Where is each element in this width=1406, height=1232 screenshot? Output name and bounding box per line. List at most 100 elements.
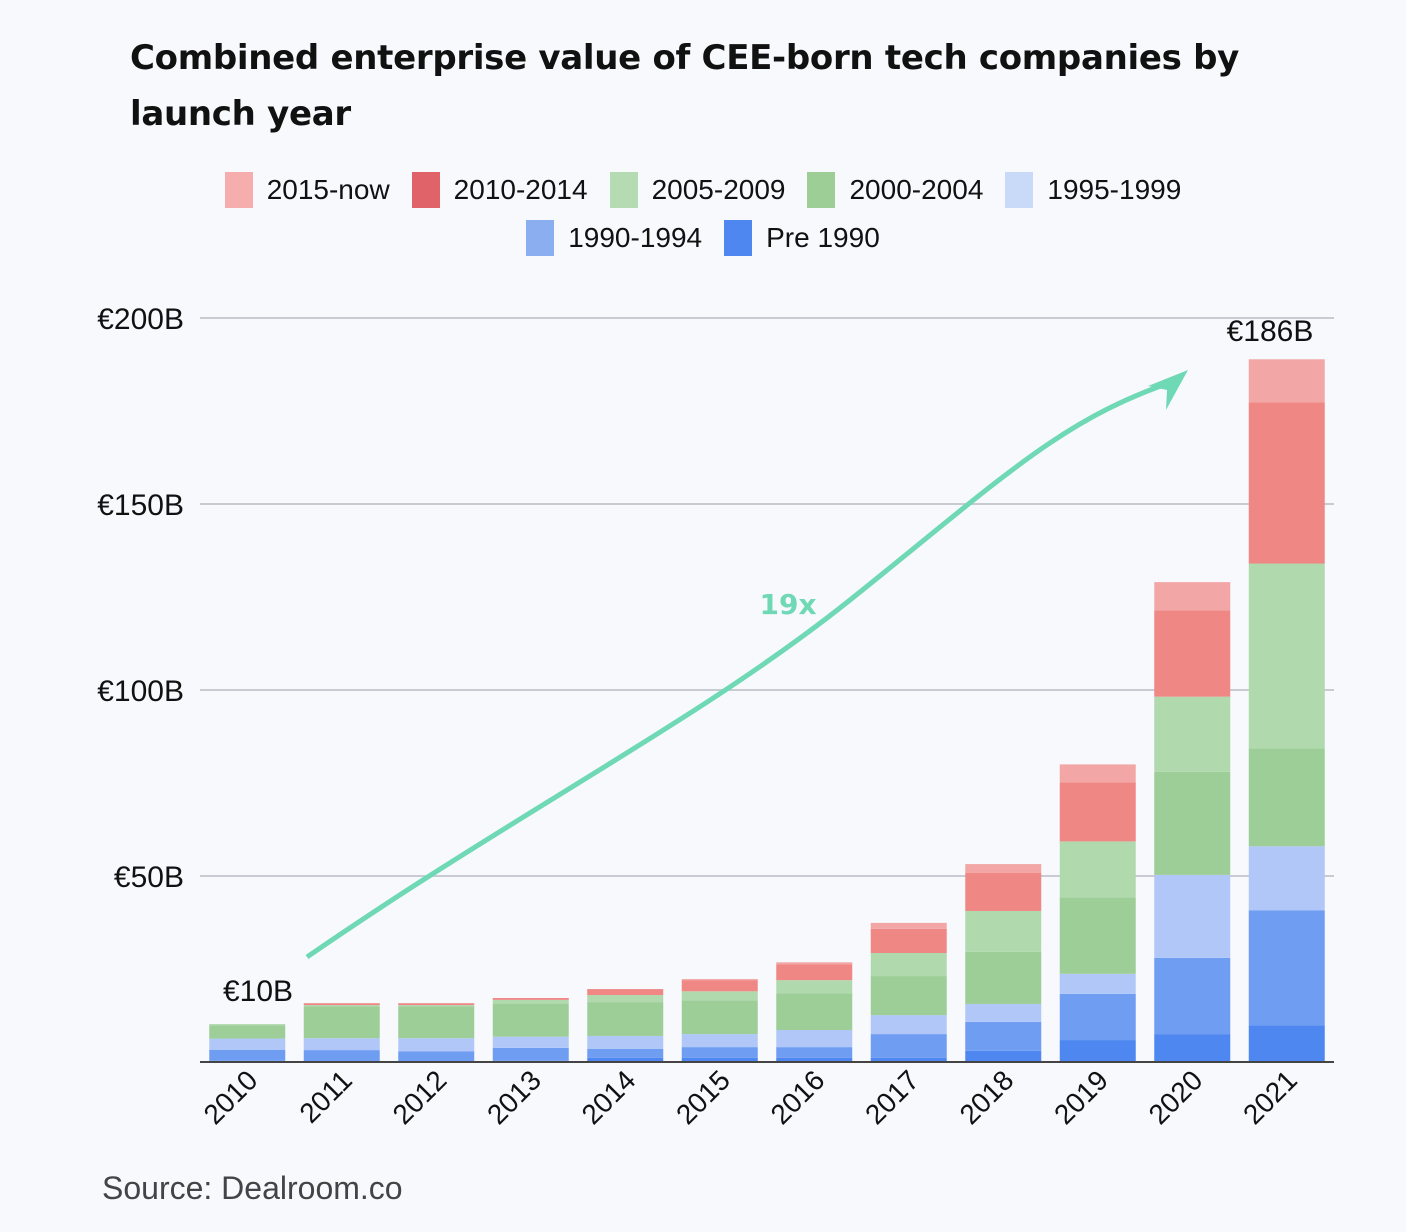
bar-segment[interactable] [965, 864, 1042, 874]
bar-segment[interactable] [681, 1000, 758, 1035]
bar-segment[interactable] [870, 928, 947, 954]
bar-segment[interactable] [587, 995, 664, 1003]
bar-segment[interactable] [870, 1034, 947, 1058]
bar-segment[interactable] [1059, 782, 1136, 842]
bar-segment[interactable] [492, 1047, 569, 1061]
bar-segment[interactable] [587, 1048, 664, 1058]
bar-stack-2016[interactable] [776, 962, 853, 1062]
bar-segment[interactable] [1248, 402, 1325, 564]
bar-segment[interactable] [870, 953, 947, 977]
bar-segment[interactable] [1248, 910, 1325, 1026]
bar-segment[interactable] [209, 1024, 286, 1026]
bar-stack-2013[interactable] [492, 998, 569, 1062]
bar-segment[interactable] [398, 1006, 475, 1039]
bar-stack-2011[interactable] [303, 1003, 380, 1062]
bar-segment[interactable] [1059, 973, 1136, 994]
bar-segment[interactable] [965, 1021, 1042, 1051]
bar-segment[interactable] [398, 1003, 475, 1006]
legend-item[interactable]: 2005-2009 [609, 172, 785, 208]
bar-segment[interactable] [1154, 771, 1231, 875]
legend-swatch [724, 220, 753, 256]
bar-segment[interactable] [1059, 1040, 1136, 1062]
bar-segment[interactable] [1154, 610, 1231, 697]
bar-segment[interactable] [1248, 563, 1325, 749]
bar-segment[interactable] [870, 922, 947, 929]
bar-segment[interactable] [1059, 993, 1136, 1041]
bar-segment[interactable] [681, 1047, 758, 1058]
legend-label: 2015-now [266, 174, 390, 205]
bar-segment[interactable] [492, 998, 569, 1000]
bar-segment[interactable] [965, 873, 1042, 911]
bar-segment[interactable] [1154, 696, 1231, 772]
legend-item[interactable]: 2000-2004 [807, 172, 983, 208]
bar-segment[interactable] [776, 964, 853, 981]
bar-segment[interactable] [776, 1047, 853, 1058]
bar-segment[interactable] [870, 976, 947, 1016]
y-axis-ticks: €50B €100B €150B €200B [97, 303, 184, 894]
bar-segment[interactable] [303, 1038, 380, 1051]
bar-segment[interactable] [1059, 897, 1136, 974]
bars [209, 359, 1325, 1062]
bar-segment[interactable] [965, 951, 1042, 1004]
bar-segment[interactable] [303, 1005, 380, 1007]
bar-stack-2018[interactable] [965, 864, 1042, 1062]
bar-stack-2010[interactable] [209, 1024, 286, 1062]
bar-segment[interactable] [1154, 1034, 1231, 1062]
bar-segment[interactable] [870, 1057, 947, 1062]
legend-item[interactable]: 1990-1994 [526, 220, 702, 256]
legend-item[interactable]: Pre 1990 [724, 220, 880, 256]
bar-segment[interactable] [681, 1034, 758, 1048]
legend-item[interactable]: 2015-now [224, 172, 390, 208]
bar-segment[interactable] [1248, 359, 1325, 403]
bar-segment[interactable] [776, 962, 853, 965]
bar-segment[interactable] [776, 980, 853, 994]
bar-segment[interactable] [1154, 874, 1231, 958]
bar-segment[interactable] [965, 1003, 1042, 1022]
bar-segment[interactable] [303, 1006, 380, 1039]
growth-multiplier-label: 19x [759, 588, 816, 621]
bar-segment[interactable] [1248, 846, 1325, 911]
bar-stack-2012[interactable] [398, 1003, 475, 1062]
bar-segment[interactable] [398, 1005, 475, 1007]
bar-segment[interactable] [1154, 957, 1231, 1035]
bar-segment[interactable] [587, 989, 664, 996]
bar-segment[interactable] [492, 1036, 569, 1048]
bar-segment[interactable] [1248, 1025, 1325, 1062]
bar-segment[interactable] [209, 1049, 286, 1061]
bar-segment[interactable] [776, 1057, 853, 1062]
bar-segment[interactable] [303, 1003, 380, 1006]
x-tick-label: 2014 [576, 1064, 642, 1130]
bar-stack-2017[interactable] [870, 922, 947, 1062]
bar-stack-2020[interactable] [1154, 582, 1231, 1062]
bar-segment[interactable] [1059, 764, 1136, 783]
legend-item[interactable]: 1995-1999 [1005, 172, 1181, 208]
bar-segment[interactable] [303, 1050, 380, 1062]
bar-stack-2019[interactable] [1059, 764, 1136, 1062]
y-tick-label: €50B [114, 861, 184, 894]
bar-segment[interactable] [870, 1015, 947, 1035]
bar-segment[interactable] [776, 993, 853, 1031]
bar-segment[interactable] [587, 1002, 664, 1036]
bar-segment[interactable] [965, 1050, 1042, 1062]
bar-segment[interactable] [398, 1038, 475, 1052]
bar-segment[interactable] [209, 1025, 286, 1039]
bar-segment[interactable] [1154, 582, 1231, 611]
bar-segment[interactable] [776, 1030, 853, 1048]
bar-segment[interactable] [965, 910, 1042, 952]
bar-segment[interactable] [681, 980, 758, 992]
bar-segment[interactable] [209, 1038, 286, 1050]
bar-segment[interactable] [1248, 748, 1325, 847]
bar-stack-2014[interactable] [587, 989, 664, 1062]
bar-segment[interactable] [681, 991, 758, 1001]
bar-segment[interactable] [587, 1035, 664, 1049]
bar-segment[interactable] [587, 1057, 664, 1062]
bar-segment[interactable] [1059, 841, 1136, 898]
bar-stack-2015[interactable] [681, 979, 758, 1062]
bar-segment[interactable] [398, 1051, 475, 1062]
legend-item[interactable]: 2010-2014 [411, 172, 588, 208]
bar-segment[interactable] [492, 999, 569, 1004]
bar-segment[interactable] [492, 1003, 569, 1037]
bar-stack-2021[interactable] [1248, 359, 1325, 1062]
bar-segment[interactable] [681, 979, 758, 981]
bar-segment[interactable] [681, 1057, 758, 1062]
